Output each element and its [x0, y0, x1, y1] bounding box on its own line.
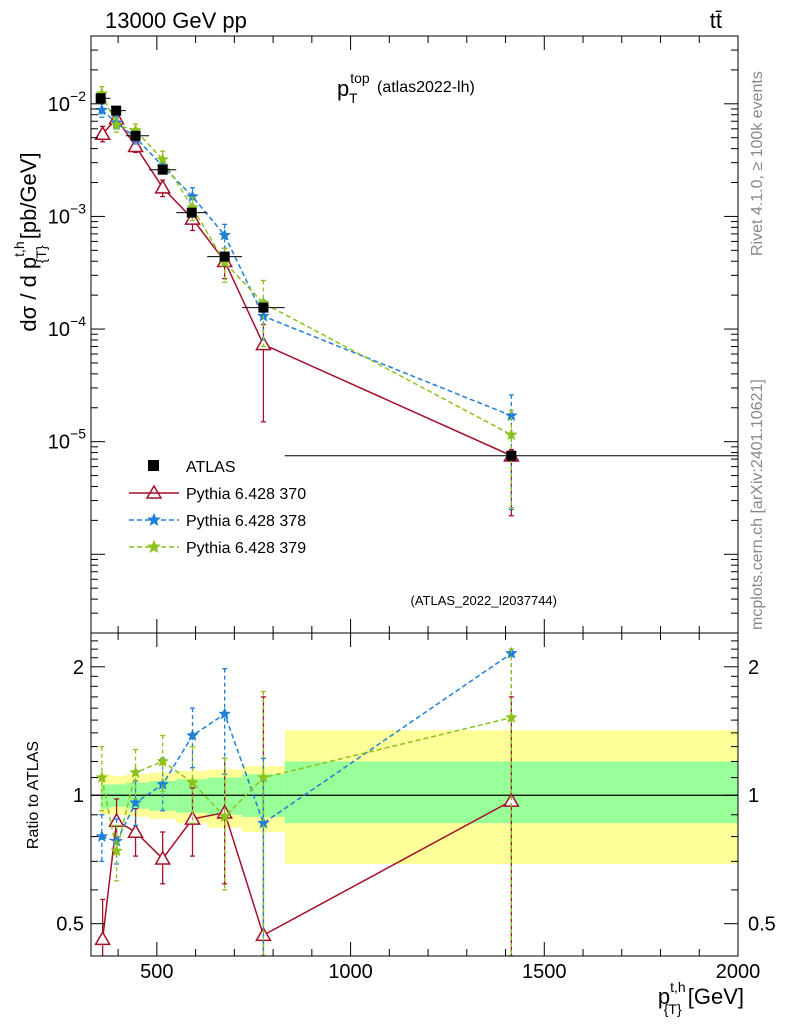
legend-p378-label: Pythia 6.428 378	[186, 513, 306, 530]
upper-panel: 10−1 10−2 10−3 10−4 10−5 ptop T (atlas2022-l…	[11, 0, 739, 634]
atlas-point	[219, 251, 230, 262]
lower-p379-point	[129, 765, 142, 778]
x-tick-label: 1000	[328, 961, 373, 983]
upper-y-tick-label: 10−3	[48, 200, 86, 228]
upper-series-atlas	[95, 93, 738, 461]
lower-p379-point	[156, 754, 170, 767]
svg-text:dσ / d pt,h{T} [pb/GeV]: dσ / d pt,h {T} [pb/GeV]	[11, 152, 49, 331]
rivet-label: Rivet 4.1.0, ≥ 100k events	[749, 71, 766, 256]
legend-star	[147, 539, 161, 554]
plot-title: ptop	[337, 70, 370, 101]
analysis-watermark: (ATLAS_2022_I2037744)	[411, 593, 557, 608]
lower-p370-point	[94, 930, 111, 946]
upper-p379-line	[101, 93, 512, 436]
energy-label: 13000 GeV pp	[105, 8, 247, 33]
y-label-sup: t,h	[11, 241, 27, 257]
upper-p370-point	[154, 179, 171, 194]
atlas-point	[130, 130, 141, 141]
legend-atlas-label: ATLAS	[186, 459, 236, 476]
upper-p378-point	[95, 103, 109, 116]
x-label-sub: {T}	[664, 1001, 682, 1017]
x-label-sup: t,h	[670, 979, 686, 995]
upper-series-p378	[95, 103, 518, 511]
lower-y-tick-label-right: 2	[748, 657, 759, 679]
lower-p379-point	[186, 776, 199, 789]
svg-text:pt,h{T} [GeV]: pt,h {T} [GeV]	[658, 979, 744, 1017]
upper-y-tick-label: 10−4	[48, 313, 86, 341]
upper-p379-point	[504, 428, 518, 441]
mcplots-label: mcplots.cern.ch [arXiv:2401.10621]	[749, 379, 766, 630]
lower-p378-point	[129, 796, 142, 809]
lower-p370-point	[127, 823, 144, 839]
y-label-tail: [pb/GeV]	[16, 152, 41, 245]
plot-title-suffix: (atlas2022-lh)	[377, 79, 475, 96]
x-axis-label: pt,h {T} [GeV]	[658, 979, 744, 1017]
upper-p378-point	[218, 228, 232, 241]
legend-atlas-marker	[148, 460, 159, 471]
atlas-point	[111, 105, 122, 116]
upper-y-label: dσ / d pt,h {T} [pb/GeV]	[11, 152, 49, 331]
legend-star	[147, 512, 161, 527]
upper-p370-point	[127, 137, 144, 153]
upper-y-tick-label: 10−2	[48, 88, 86, 116]
lower-p378-line	[101, 652, 512, 843]
lower-p379-point	[504, 710, 518, 724]
lower-y-tick-label: 0.5	[56, 914, 84, 936]
lower-panel: 0.5 0.5 1 1 2 2 500 1000 1500 2000 Ratio to ATLAS…	[25, 632, 776, 1017]
lower-series-p379	[95, 648, 518, 956]
atlas-point	[506, 450, 517, 461]
atlas-point	[95, 93, 106, 104]
legend-p378-marker	[147, 512, 161, 527]
legend-p370-label: Pythia 6.428 370	[186, 486, 306, 503]
legend: ATLAS Pythia 6.428 370 Pythia 6.428 378 …	[129, 459, 306, 557]
lower-p378-point	[95, 829, 109, 842]
x-tick-label: 1500	[522, 961, 567, 983]
lower-y-tick-label-right: 0.5	[748, 914, 776, 936]
upper-y-tick-label: 10−1	[48, 0, 86, 3]
lower-y-tick-label: 1	[73, 785, 84, 807]
atlas-point	[258, 302, 269, 313]
upper-y-tick-label: 10−5	[48, 426, 86, 454]
lower-p379-point	[218, 810, 232, 823]
plot-title-sub: T	[349, 90, 358, 106]
legend-p370-marker	[145, 484, 163, 499]
upper-plot-content	[94, 86, 738, 517]
upper-p370-point	[184, 210, 201, 225]
lower-p379-point	[95, 770, 109, 783]
atlas-point	[186, 207, 197, 218]
lower-y-tick-label-right: 1	[748, 785, 759, 807]
upper-series-p379	[95, 86, 518, 509]
y-label-main: dσ / d p	[16, 257, 41, 332]
upper-axis-ticks: 10−1 10−2 10−3 10−4 10−5	[48, 0, 739, 634]
lower-series-p370	[94, 696, 520, 956]
legend-p379-label: Pythia 6.428 379	[186, 540, 306, 557]
lower-frame	[90, 632, 739, 957]
process-label: tt̄	[710, 8, 722, 33]
lower-p378-point	[218, 707, 232, 720]
upper-p379-point	[156, 152, 170, 165]
upper-p370-point	[94, 125, 111, 140]
lower-p379-point	[110, 844, 123, 857]
plot-title-sup: top	[350, 70, 370, 86]
upper-p379-point	[110, 118, 123, 131]
lower-p370-point	[154, 850, 171, 865]
x-tick-label: 2000	[716, 961, 761, 983]
lower-plot-content	[91, 646, 738, 956]
lower-p379-line	[101, 716, 512, 852]
ratio-y-label: Ratio to ATLAS	[25, 741, 42, 849]
plot-title-main: p	[337, 76, 349, 101]
atlas-point	[157, 164, 168, 175]
legend-p379-marker	[147, 539, 161, 554]
lower-p379-point	[257, 770, 270, 783]
lower-y-tick-label: 2	[73, 657, 84, 679]
upper-p378-line	[101, 109, 512, 417]
y-label-sub: {T}	[33, 245, 49, 263]
x-label-main: p	[658, 984, 670, 1009]
lower-axis-ticks: 0.5 0.5 1 1 2 2 500 1000 1500 2000	[56, 633, 776, 983]
ratio-bands	[100, 730, 738, 865]
x-label-tail: [GeV]	[682, 984, 744, 1009]
x-tick-label: 500	[140, 961, 173, 983]
lower-p378-point	[186, 728, 199, 741]
